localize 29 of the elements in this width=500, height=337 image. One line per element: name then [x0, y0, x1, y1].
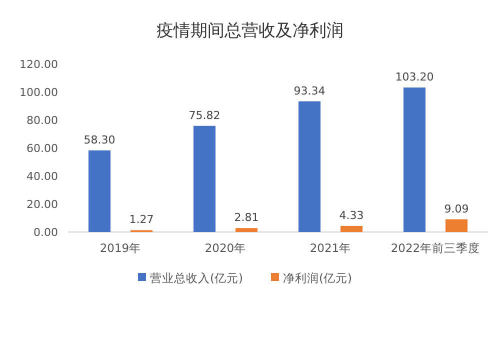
y-tick-label: 80.00 [26, 114, 58, 127]
data-label: 103.20 [395, 70, 434, 84]
legend-label: 营业总收入(亿元) [150, 271, 243, 285]
y-tick-label: 0.00 [34, 226, 58, 239]
bar [404, 88, 426, 232]
data-label: 93.34 [294, 84, 326, 98]
x-tick-label: 2021年 [310, 241, 352, 255]
bar [446, 219, 468, 232]
y-tick-label: 60.00 [26, 142, 58, 155]
legend-label: 净利润(亿元) [283, 271, 352, 285]
chart-title: 疫情期间总营收及净利润 [156, 21, 344, 41]
y-tick-label: 40.00 [26, 170, 58, 183]
bar [298, 101, 320, 232]
data-label: 2.81 [234, 211, 259, 224]
bar [88, 150, 110, 232]
data-label: 4.33 [339, 208, 364, 222]
data-label: 1.27 [129, 213, 154, 226]
bar [194, 126, 216, 232]
x-tick-label: 2019年 [100, 241, 142, 255]
data-label: 58.30 [84, 133, 116, 146]
data-label: 75.82 [188, 108, 220, 122]
data-label: 9.09 [444, 202, 469, 216]
y-tick-label: 120.00 [20, 58, 58, 71]
x-tick-label: 2020年 [204, 241, 246, 255]
bar [340, 226, 362, 232]
y-tick-label: 20.00 [26, 198, 58, 211]
bar [236, 228, 258, 232]
x-tick-label: 2022年前三季度 [390, 241, 480, 255]
y-tick-label: 100.00 [20, 86, 58, 99]
